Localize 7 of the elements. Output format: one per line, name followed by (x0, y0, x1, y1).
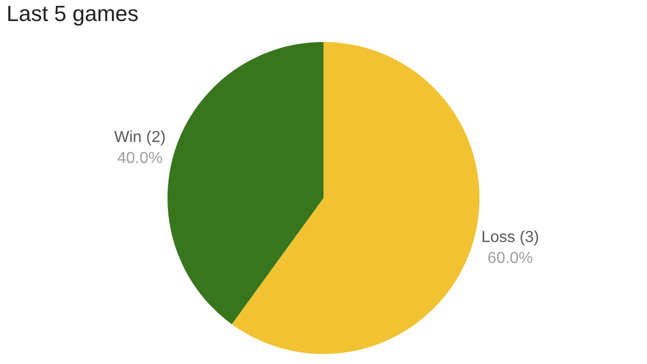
pie-slice (232, 42, 480, 354)
data-label: 40.0% (117, 150, 163, 167)
data-label: 60.0% (488, 250, 533, 267)
chart-title: Last 5 games (6, 0, 139, 26)
slice-label: Win (2) (114, 129, 166, 146)
slice-label: Loss (3) (481, 229, 540, 246)
pie-slice (168, 42, 324, 324)
